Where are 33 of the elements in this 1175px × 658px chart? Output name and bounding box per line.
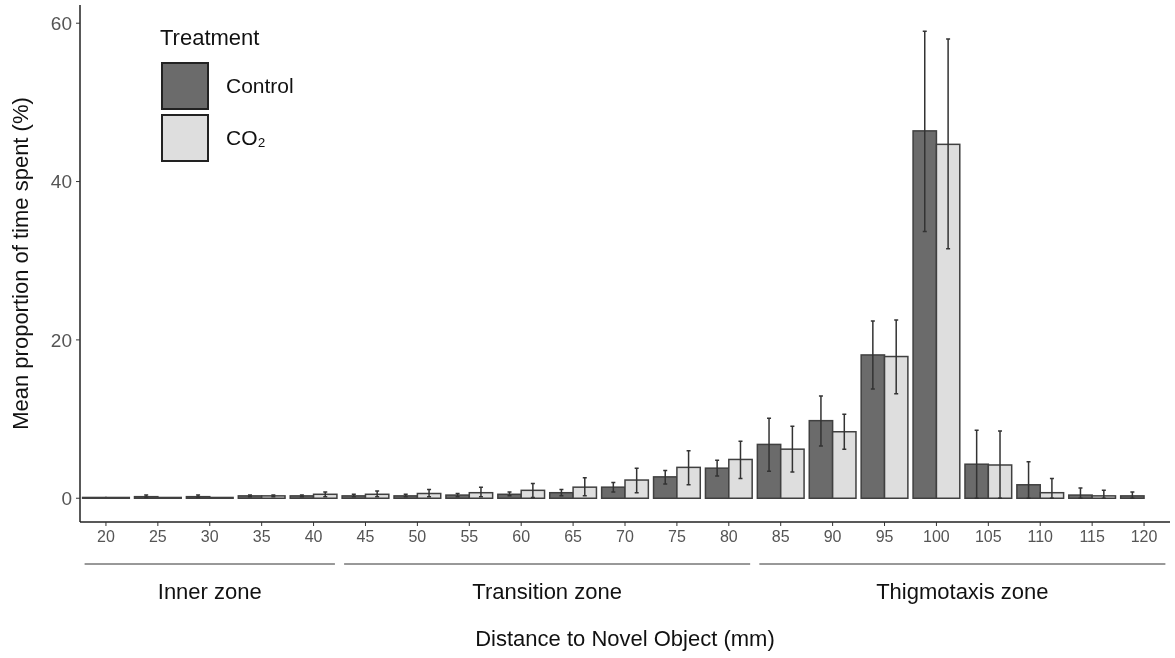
x-tick-label: 120 bbox=[1130, 528, 1158, 545]
text: Transition zone bbox=[472, 579, 622, 604]
x-tick-label: 105 bbox=[974, 528, 1002, 545]
text: Thigmotaxis zone bbox=[876, 579, 1049, 604]
x-tick-label: 90 bbox=[823, 528, 842, 545]
text: Inner zone bbox=[157, 579, 262, 604]
x-tick-label: 80 bbox=[719, 528, 738, 545]
legend-label: CO₂ bbox=[226, 126, 266, 150]
x-tick-label: 30 bbox=[200, 528, 219, 545]
x-axis-title: Distance to Novel Object (mm) bbox=[475, 626, 775, 651]
x-tick-label: 95 bbox=[875, 528, 894, 545]
x-tick-label: 110 bbox=[1027, 528, 1054, 545]
x-tick-label: 50 bbox=[408, 528, 427, 545]
legend-label: Control bbox=[226, 74, 294, 98]
x-tick-label: 55 bbox=[460, 528, 479, 545]
y-tick-label: 20 bbox=[50, 329, 72, 351]
x-tick-label: 115 bbox=[1079, 528, 1105, 545]
x-tick-label: 35 bbox=[252, 528, 271, 545]
y-tick-label: 60 bbox=[50, 12, 72, 34]
x-tick-label: 100 bbox=[923, 528, 950, 545]
y-tick-label: 40 bbox=[50, 171, 72, 193]
y-tick-label: 0 bbox=[61, 487, 72, 509]
x-tick-label: 45 bbox=[356, 528, 375, 545]
x-tick-label: 75 bbox=[668, 528, 686, 545]
x-tick-label: 70 bbox=[616, 528, 634, 545]
x-tick-label: 25 bbox=[148, 528, 167, 545]
y-axis-title: Mean proportion of time spent (%) bbox=[8, 97, 33, 430]
x-tick-label: 60 bbox=[512, 528, 531, 545]
x-tick-label: 20 bbox=[97, 528, 115, 545]
x-tick-label: 85 bbox=[771, 528, 790, 545]
x-tick-label: 65 bbox=[564, 528, 583, 545]
x-tick-label: 40 bbox=[304, 528, 323, 545]
legend-title: Treatment bbox=[160, 25, 260, 50]
